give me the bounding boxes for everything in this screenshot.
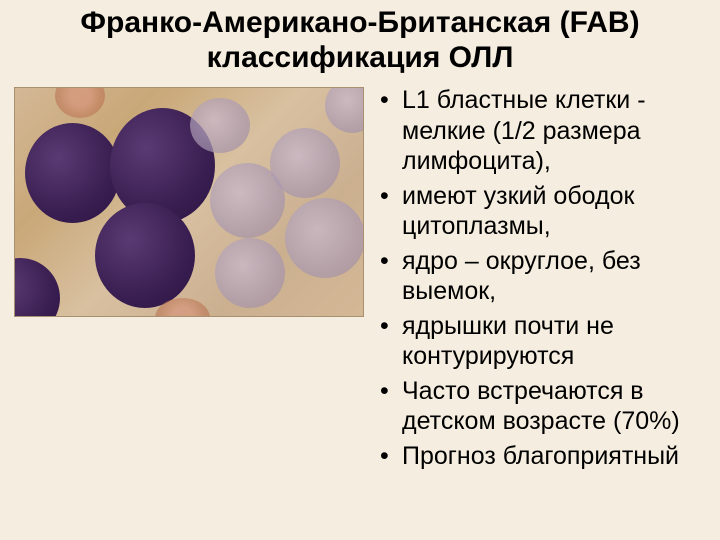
bullet-item: имеют узкий ободок цитоплазмы,: [374, 181, 706, 242]
content-row: L1 бластные клетки - мелкие (1/2 размера…: [14, 83, 706, 475]
slide: Франко-Американо-Британская (FAB) класси…: [0, 0, 720, 540]
blast-cell: [95, 203, 195, 308]
bullet-item: ядро – округлое, без выемок,: [374, 246, 706, 307]
pale-cell: [325, 87, 364, 133]
pale-cell: [190, 98, 250, 153]
title-line-1: Франко-Американо-Британская (FAB): [80, 6, 639, 39]
blast-cell: [25, 123, 120, 223]
bullet-item: ядрышки почти не контурируются: [374, 311, 706, 372]
pale-cell: [285, 198, 364, 278]
pale-cell: [270, 128, 340, 198]
blast-cell: [14, 258, 60, 317]
slide-title: Франко-Американо-Британская (FAB) класси…: [14, 6, 706, 75]
image-column: [14, 83, 364, 475]
pale-cell: [215, 238, 285, 308]
title-line-2: классификация ОЛЛ: [207, 41, 514, 74]
bullet-item: Часто встречаются в детском возрасте (70…: [374, 376, 706, 437]
bullet-item: L1 бластные клетки - мелкие (1/2 размера…: [374, 85, 706, 177]
bullet-list: L1 бластные клетки - мелкие (1/2 размера…: [374, 85, 706, 471]
micrograph-image: [14, 87, 364, 317]
rbc-cell: [55, 87, 105, 118]
text-column: L1 бластные клетки - мелкие (1/2 размера…: [374, 83, 706, 475]
bullet-item: Прогноз благоприятный: [374, 441, 706, 472]
